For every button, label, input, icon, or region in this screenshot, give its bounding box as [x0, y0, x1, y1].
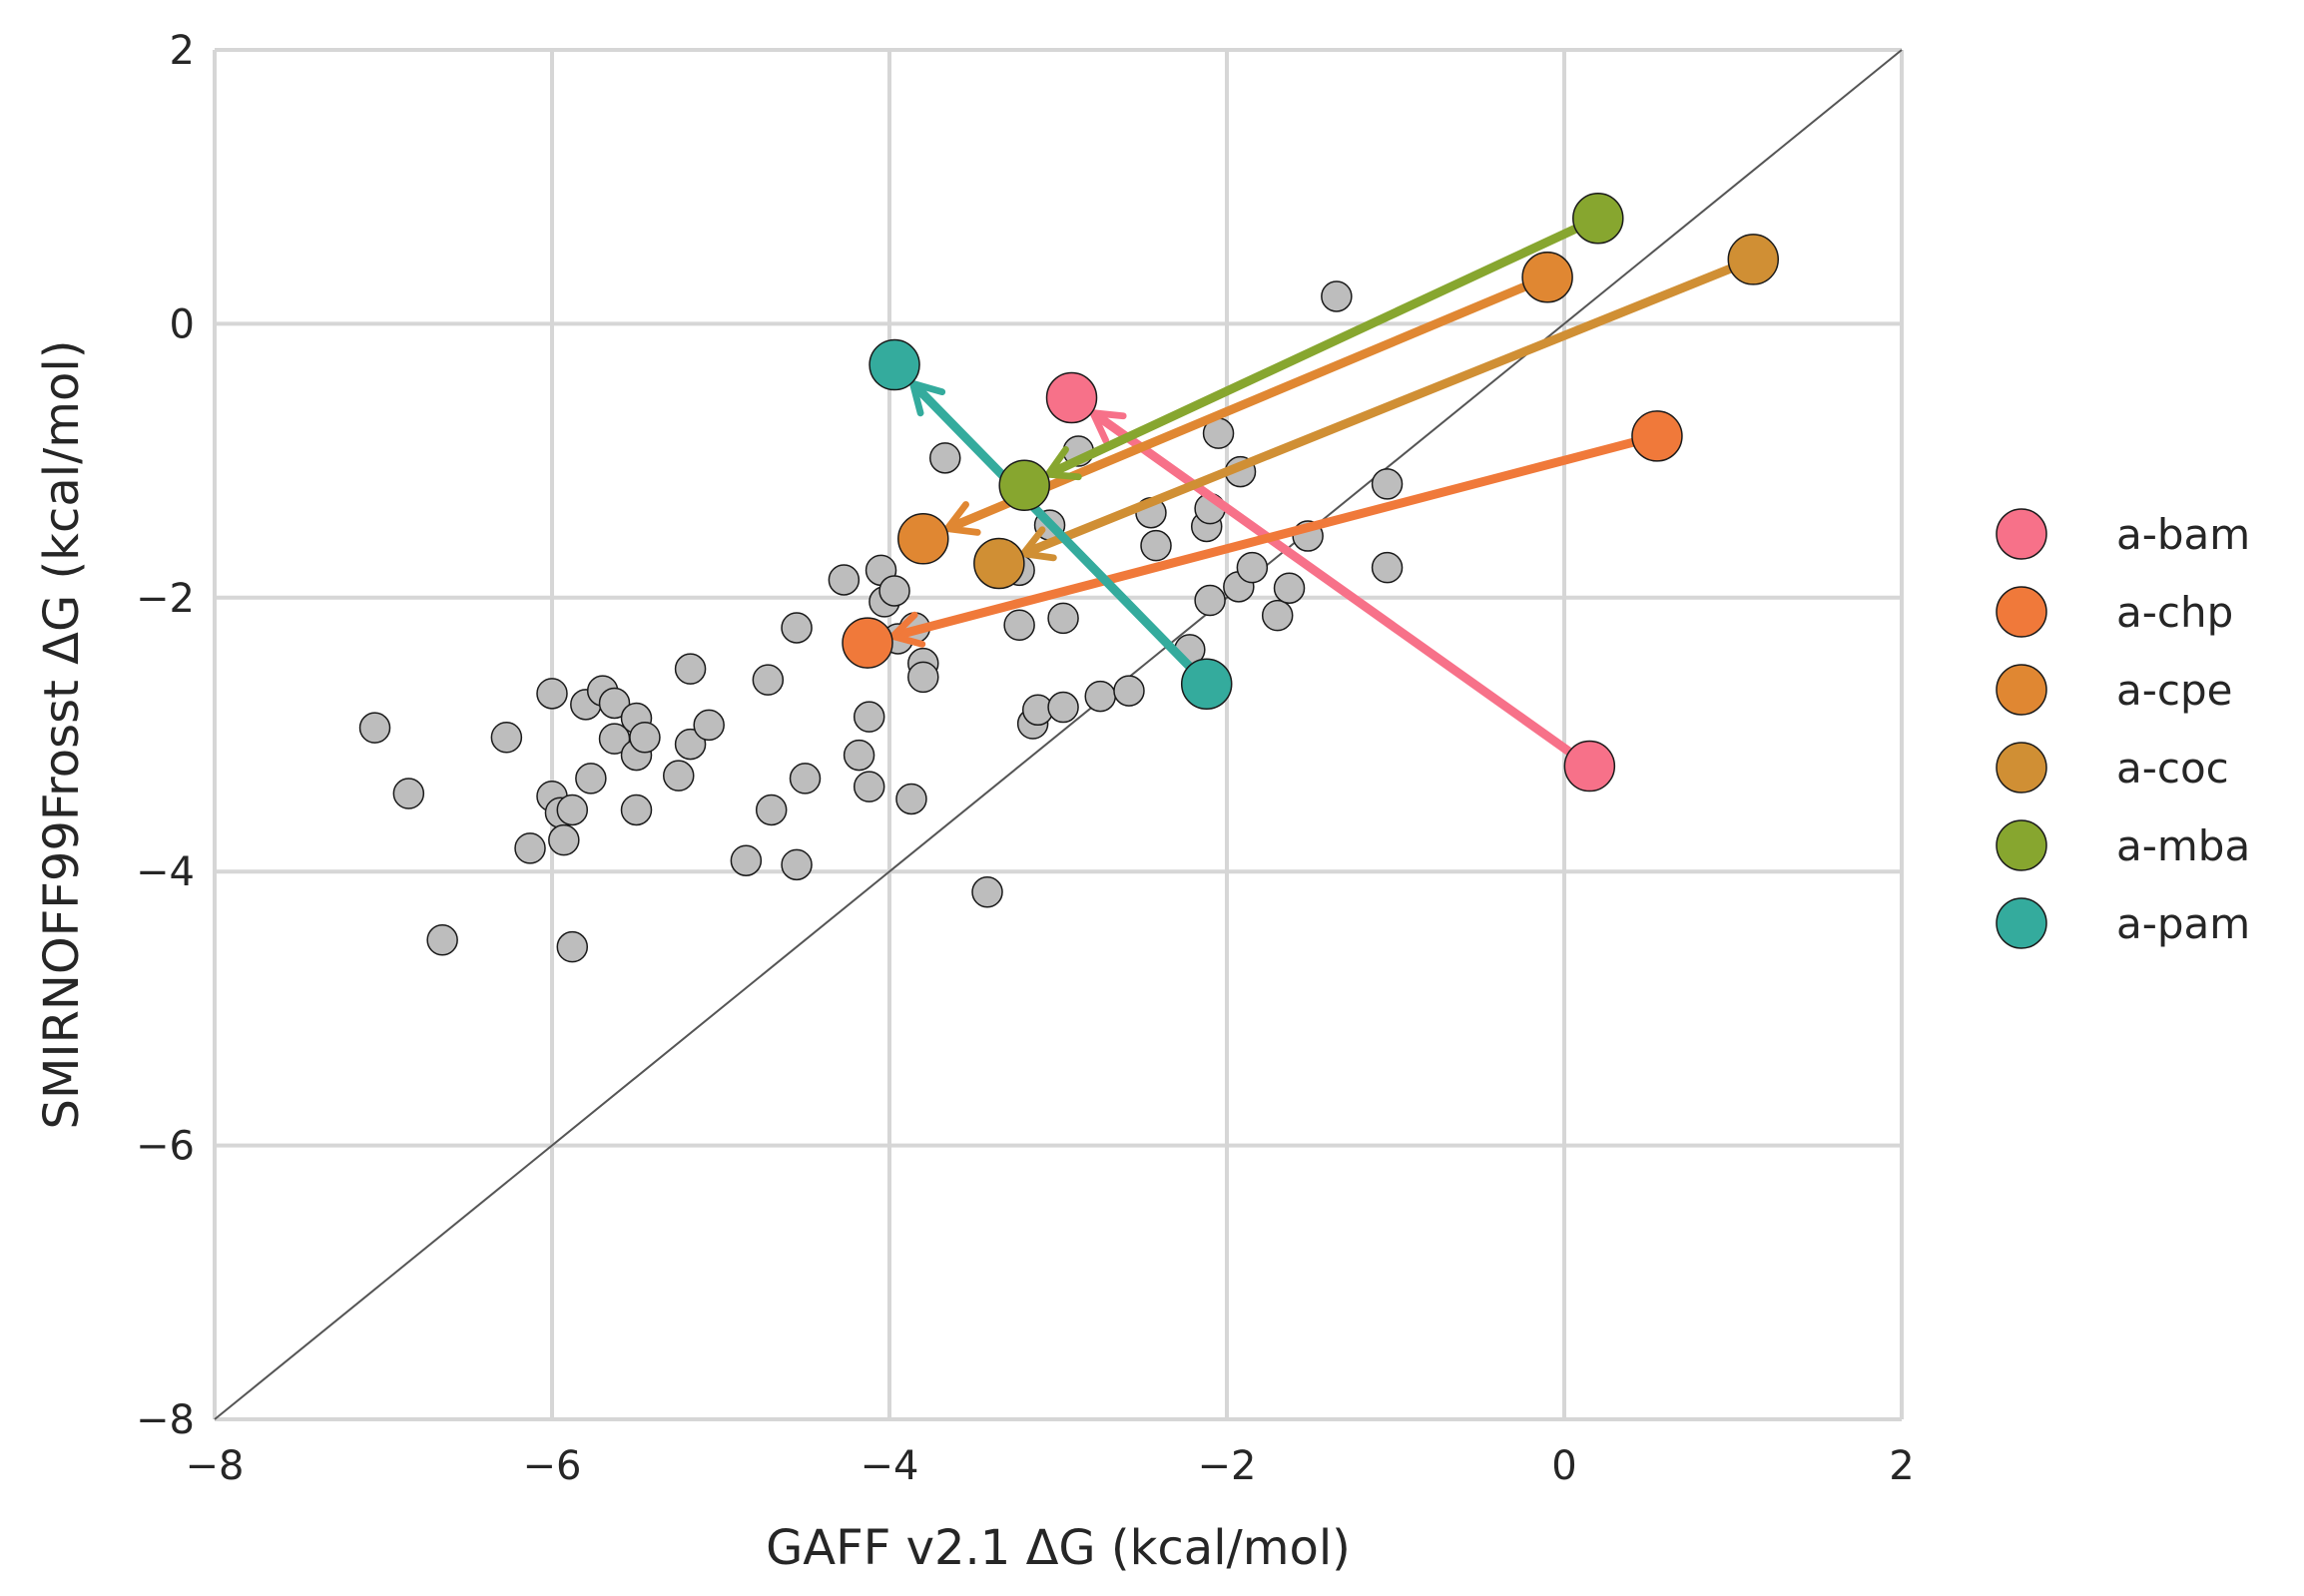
series-arrow-a-pam — [909, 379, 1210, 688]
series-point-start-a-chp — [1631, 410, 1683, 462]
series-point-end-a-cpe — [897, 513, 949, 565]
data-point — [1236, 551, 1269, 584]
series-arrow-a-chp — [888, 431, 1659, 648]
data-point — [730, 844, 763, 876]
y-tick-label: −4 — [136, 849, 195, 895]
series-point-end-a-coc — [973, 537, 1025, 590]
data-point — [1261, 599, 1294, 632]
data-point — [971, 876, 1003, 908]
identity-line-group — [214, 49, 1903, 1420]
data-point — [1140, 529, 1172, 562]
grid — [213, 48, 1904, 1421]
data-point — [895, 783, 927, 815]
legend-marker-a-cpe — [1996, 664, 2047, 716]
series-point-start-a-bam — [1563, 740, 1616, 793]
x-tick-label: 0 — [1551, 1443, 1576, 1489]
series-arrow-a-cpe — [943, 272, 1549, 536]
legend-label-a-mba: a-mba — [2116, 821, 2250, 870]
data-point — [1047, 691, 1079, 724]
x-tick-label: 2 — [1889, 1443, 1914, 1489]
data-point — [693, 709, 725, 742]
data-point — [629, 721, 661, 754]
legend-label-a-coc: a-coc — [2116, 744, 2229, 793]
x-tick-label: −2 — [1198, 1443, 1257, 1489]
data-point — [853, 771, 885, 802]
series-point-start-a-pam — [1180, 658, 1233, 710]
data-point — [490, 721, 523, 754]
data-point — [752, 664, 785, 696]
data-point — [548, 823, 580, 856]
data-point — [556, 930, 589, 963]
data-point — [755, 794, 788, 826]
data-point — [1321, 280, 1353, 312]
legend-marker-a-bam — [1996, 508, 2047, 560]
series-point-start-a-coc — [1727, 234, 1780, 285]
data-point — [674, 728, 707, 761]
data-point — [1084, 680, 1116, 713]
series-point-end-a-pam — [868, 338, 920, 391]
legend-marker-a-mba — [1996, 819, 2047, 871]
legend-label-a-bam: a-bam — [2116, 510, 2250, 559]
data-point — [1371, 551, 1404, 584]
y-axis-label: SMIRNOFF99Frosst ΔG (kcal/mol) — [34, 340, 90, 1130]
y-tick-label: 0 — [170, 301, 195, 347]
y-tick-label: 2 — [170, 28, 195, 74]
series-point-end-a-chp — [842, 617, 893, 669]
data-point — [1371, 468, 1404, 500]
data-point — [907, 661, 939, 694]
data-point — [781, 848, 813, 881]
series-arrow-a-bam — [1089, 409, 1592, 771]
x-tick-label: −4 — [861, 1443, 919, 1489]
data-point — [853, 701, 885, 733]
data-point — [1194, 584, 1226, 617]
legend-label-a-chp: a-chp — [2116, 588, 2233, 637]
legend-label-a-cpe: a-cpe — [2116, 666, 2232, 715]
data-point — [426, 924, 458, 956]
data-point — [1273, 572, 1306, 604]
data-point — [556, 794, 589, 826]
x-tick-label: −8 — [186, 1443, 245, 1489]
y-tick-label: −6 — [136, 1124, 195, 1170]
identity-line — [214, 49, 1903, 1420]
data-point — [828, 564, 861, 596]
data-point — [358, 712, 391, 744]
data-point — [781, 612, 813, 644]
data-point — [663, 760, 695, 792]
data-point — [1113, 675, 1145, 707]
y-tick-label: −8 — [136, 1397, 195, 1443]
data-point — [789, 763, 822, 795]
series-point-start-a-cpe — [1521, 252, 1573, 303]
series-arrow-a-mba — [1044, 214, 1600, 481]
series-arrow-a-coc — [1019, 255, 1755, 562]
series-point-end-a-mba — [998, 459, 1050, 512]
data-point — [536, 678, 568, 710]
data-point — [1003, 609, 1035, 641]
data-point — [843, 739, 875, 772]
y-tick-label: −2 — [136, 576, 195, 622]
data-point — [929, 442, 961, 474]
data-point — [392, 778, 425, 809]
legend-marker-a-coc — [1996, 742, 2047, 794]
data-point — [1047, 602, 1079, 635]
series-point-start-a-mba — [1572, 193, 1624, 245]
legend-marker-a-pam — [1996, 897, 2047, 949]
x-tick-label: −6 — [523, 1443, 582, 1489]
data-point — [620, 794, 653, 826]
x-axis-label: GAFF v2.1 ΔG (kcal/mol) — [766, 1520, 1351, 1576]
legend-label-a-pam: a-pam — [2116, 899, 2250, 948]
data-point — [598, 687, 631, 720]
data-point — [878, 575, 910, 607]
series-arrows — [888, 214, 1755, 771]
legend: a-bam a-chp a-cpe a-coc a-mba a-pam — [1996, 508, 2250, 949]
data-point — [674, 653, 707, 685]
x-tick-labels: −8 −6 −4 −2 0 2 — [186, 1443, 1915, 1489]
series-point-end-a-bam — [1045, 371, 1098, 424]
data-point — [575, 763, 607, 795]
legend-marker-a-chp — [1996, 586, 2047, 638]
series-endpoints — [842, 193, 1780, 793]
y-tick-labels: −8 −6 −4 −2 0 2 — [136, 28, 195, 1443]
data-point — [514, 832, 546, 864]
